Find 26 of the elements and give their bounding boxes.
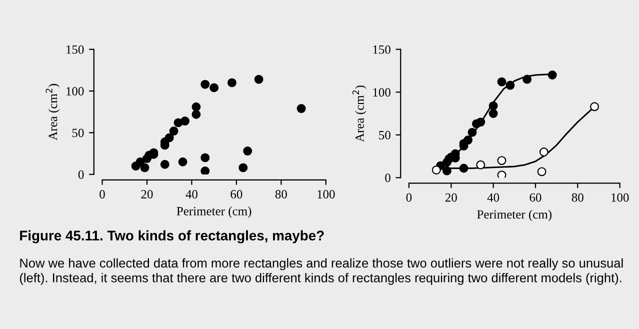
y-tick-label: 100 xyxy=(373,88,390,97)
y-axis-title: Area (cm$^{2}$) xyxy=(352,86,366,142)
x-axis-title: Perimeter (cm) xyxy=(477,210,552,222)
x-tick-label: 100 xyxy=(318,190,335,198)
x-tick-label: 60 xyxy=(530,193,542,202)
x-tick-label: 80 xyxy=(275,190,287,198)
x-tick-label: 20 xyxy=(141,190,153,198)
x-tick-label: 40 xyxy=(487,193,500,202)
text: Now we have collected data from more rectangles and realize those two outliers were not really so unusual (left). Instead, it seems that there are two different kinds of rectangles requiring two different models (right). xyxy=(20,258,623,285)
y-tick-label: 0 xyxy=(78,170,84,179)
x-tick-label: 0 xyxy=(100,190,105,198)
x-tick-label: 60 xyxy=(230,190,242,198)
y-axis-title: Area (cm$^{2}$) xyxy=(46,84,60,140)
y-tick-label: 150 xyxy=(66,45,84,54)
y-tick-label: 100 xyxy=(66,87,84,96)
x-tick-label: 80 xyxy=(572,193,584,202)
x-tick-label: 40 xyxy=(186,190,198,198)
x-tick-label: 20 xyxy=(445,193,457,202)
y-tick-label: 50 xyxy=(72,128,84,138)
y-tick-label: 0 xyxy=(385,174,390,182)
x-tick-label: 0 xyxy=(406,193,412,202)
y-tick-label: 50 xyxy=(379,130,390,140)
caption: Figure 45.11. Two kinds of rectangles, maybe? xyxy=(20,230,324,244)
y-tick-label: 150 xyxy=(373,45,390,54)
x-axis-title: Perimeter (cm) xyxy=(176,206,252,218)
x-tick-label: 100 xyxy=(612,193,629,202)
